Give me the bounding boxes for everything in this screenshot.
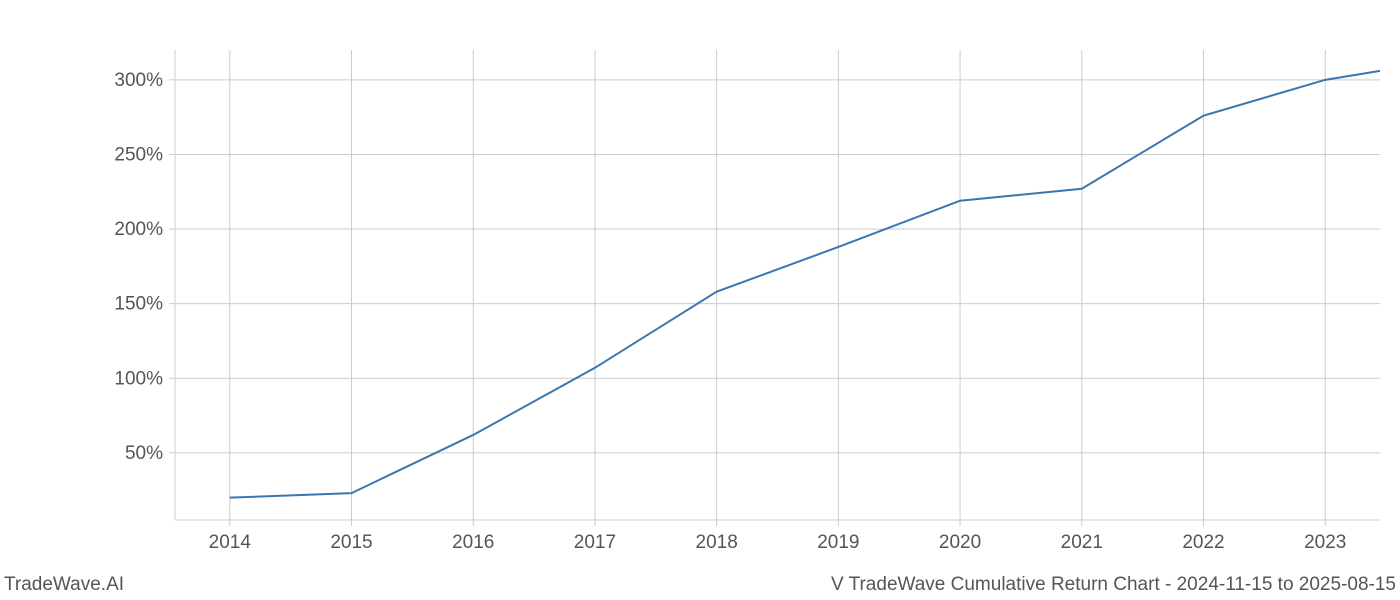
line-chart: 2014 2015 2016 2017 2018 2019 2020 2021 2022 2023… [0,0,1400,600]
y-tick-label: 50% [125,443,163,464]
y-tick-label: 100% [114,368,163,389]
x-tick-label: 2020 [939,532,981,553]
return-line [230,71,1380,498]
x-tick-label: 2015 [330,532,372,553]
y-tick-label: 300% [114,70,163,91]
footer-right-label: V TradeWave Cumulative Return Chart - 20… [831,574,1396,596]
x-tick-label: 2018 [696,532,738,553]
x-tick-label: 2017 [574,532,616,553]
x-tick-label: 2022 [1182,532,1224,553]
x-tick-label: 2021 [1061,532,1103,553]
x-tick-label: 2019 [817,532,859,553]
footer-left-label: TradeWave.AI [4,574,124,596]
y-tick-label: 250% [114,144,163,165]
x-tick-label: 2023 [1304,532,1346,553]
y-tick-label: 150% [114,294,163,315]
x-tick-label: 2014 [209,532,252,553]
chart-container: 2014 2015 2016 2017 2018 2019 2020 2021 2022 2023… [0,0,1400,600]
y-tick-label: 200% [114,219,163,240]
x-tick-label: 2016 [452,532,494,553]
